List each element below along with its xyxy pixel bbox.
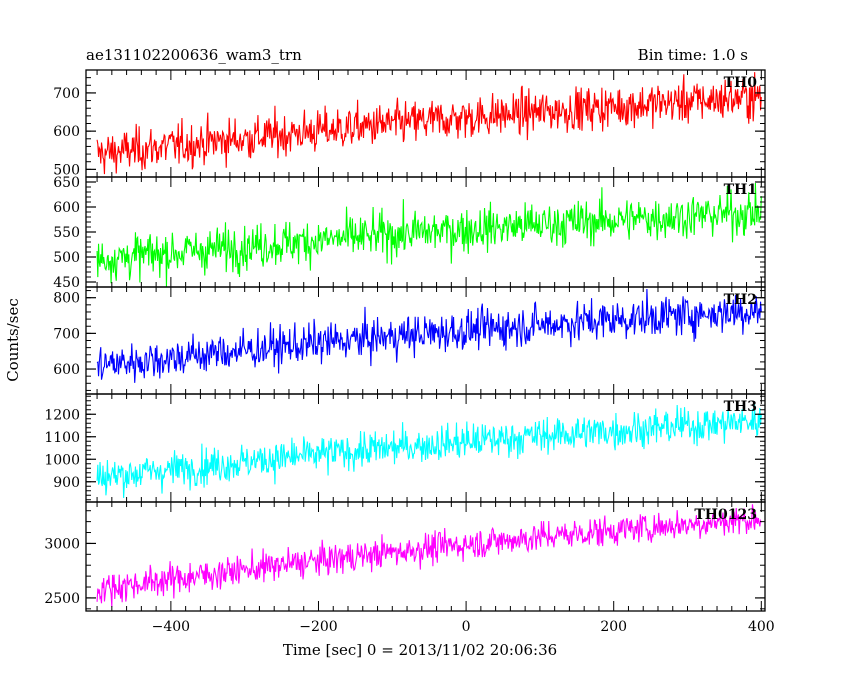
x-axis-title: Time [sec] 0 = 2013/11/02 20:06:36 — [283, 641, 557, 659]
x-tick-label: −200 — [299, 619, 337, 635]
series-line-th1 — [96, 182, 762, 288]
panel-th2: 600 700 800 TH2 — [53, 286, 766, 395]
bin-time-label: Bin time: 1.0 s — [638, 46, 748, 64]
y-tick-label: 1100 — [44, 430, 80, 446]
y-tick-label: 500 — [53, 162, 80, 178]
x-tick-label: 400 — [748, 619, 775, 635]
y-tick-label: 550 — [53, 225, 80, 241]
panel-th0: 500 600 700 TH0 — [53, 69, 766, 178]
series-line-th0123 — [96, 504, 762, 607]
panel-name-label: TH1 — [724, 182, 757, 198]
panel-name-label: TH0 — [724, 75, 758, 91]
y-tick-label: 1200 — [44, 407, 80, 423]
x-tick-label: −400 — [152, 619, 190, 635]
x-tick-label: 0 — [462, 619, 471, 635]
panel-name-label: TH0123 — [694, 507, 757, 523]
panels-group: 500 600 700 TH0 450 500 550 600 650 TH1 600 700 800 T… — [44, 69, 775, 635]
y-tick-label: 500 — [53, 250, 80, 266]
panel-name-label: TH2 — [724, 292, 757, 308]
y-tick-label: 2500 — [44, 591, 80, 607]
x-tick-label: 200 — [600, 619, 627, 635]
panel-frame — [85, 501, 766, 612]
y-tick-label: 1000 — [44, 452, 80, 468]
series-line-th2 — [96, 289, 762, 383]
y-tick-label: 800 — [53, 291, 80, 307]
y-tick-label: 900 — [53, 475, 80, 491]
panel-th0123: 2500 3000 TH0123 — [44, 501, 766, 612]
y-tick-label: 600 — [53, 124, 80, 140]
series-line-th0 — [96, 72, 762, 175]
panel-th3: 900 1000 1100 1200 TH3 — [44, 393, 766, 503]
y-tick-label: 3000 — [44, 536, 80, 552]
panel-name-label: TH3 — [724, 399, 757, 415]
y-tick-label: 600 — [53, 362, 80, 378]
panel-th1: 450 500 550 600 650 TH1 — [53, 175, 766, 291]
y-tick-label: 650 — [53, 175, 80, 191]
y-tick-label: 700 — [53, 86, 80, 102]
y-axis-title: Counts/sec — [4, 298, 22, 382]
y-tick-label: 450 — [53, 275, 80, 291]
chart-title: ae131102200636_wam3_trn — [86, 46, 302, 64]
y-tick-label: 700 — [53, 326, 80, 342]
series-line-th3 — [96, 404, 762, 499]
y-tick-label: 600 — [53, 200, 80, 216]
